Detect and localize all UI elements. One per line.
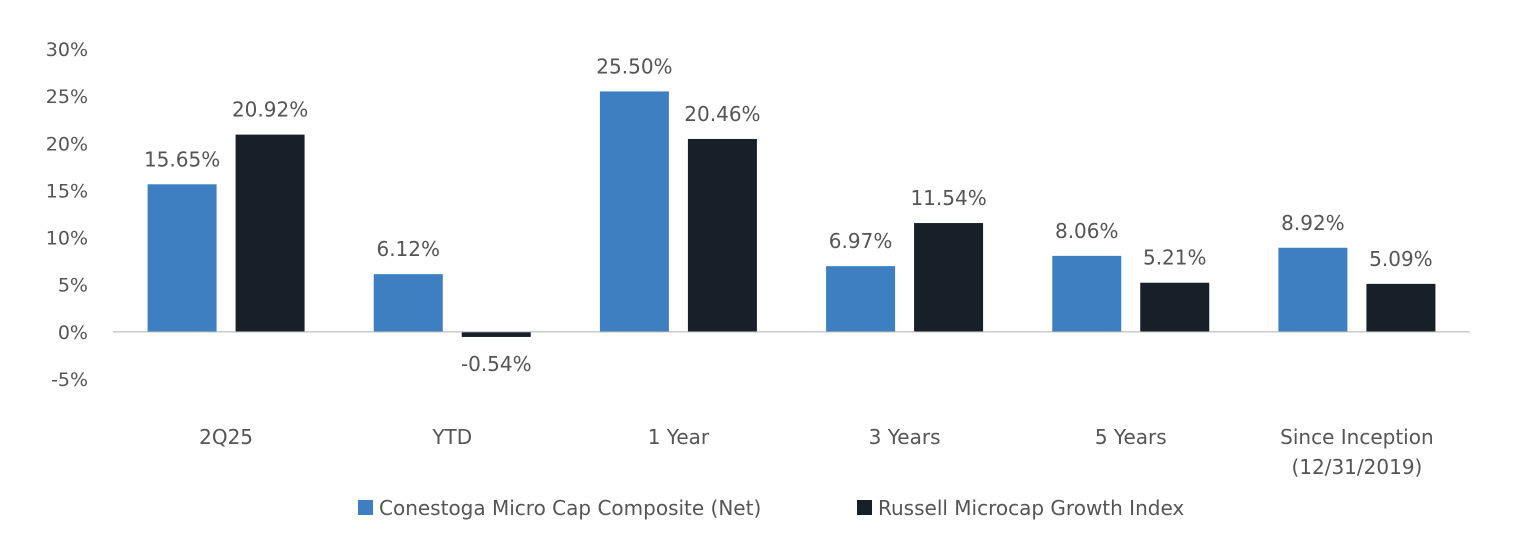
bar-series-2 xyxy=(461,331,531,337)
legend-label: Conestoga Micro Cap Composite (Net) xyxy=(379,496,761,520)
bar-series-1 xyxy=(1052,255,1122,332)
data-label: 6.12% xyxy=(376,237,440,261)
legend-label: Russell Microcap Growth Index xyxy=(878,496,1184,520)
data-label: 11.54% xyxy=(910,186,986,210)
y-axis: 30% 25% 20% 15% 10% 5% 0% -5% xyxy=(46,39,88,391)
bar-series-1 xyxy=(599,91,669,332)
x-tick-label: 2Q25 xyxy=(199,425,253,449)
x-tick-label: 5 Years xyxy=(1095,425,1167,449)
bar-series-1 xyxy=(826,266,896,332)
bar-series-1 xyxy=(1278,247,1348,332)
bar-series-2 xyxy=(235,134,305,332)
data-label: 6.97% xyxy=(829,229,893,253)
y-tick-label: 5% xyxy=(58,275,88,297)
data-label: 20.92% xyxy=(232,98,308,122)
x-tick-label: 3 Years xyxy=(869,425,941,449)
bar-series-1 xyxy=(147,184,217,332)
bar-series-2 xyxy=(1140,282,1210,332)
legend: Conestoga Micro Cap Composite (Net) Russe… xyxy=(358,496,1184,520)
y-tick-label: 0% xyxy=(58,322,88,344)
data-label: 20.46% xyxy=(684,102,760,126)
legend-swatch xyxy=(358,500,373,515)
bar-series-2 xyxy=(687,138,757,332)
data-label: 25.50% xyxy=(596,54,672,78)
legend-swatch xyxy=(857,500,872,515)
data-label: -0.54% xyxy=(461,352,532,376)
bar-series-2 xyxy=(1366,283,1436,332)
bars xyxy=(147,91,1436,337)
y-tick-label: 15% xyxy=(46,180,88,202)
y-tick-label: 30% xyxy=(46,39,88,61)
data-labels: 15.65% 6.12% 25.50% 6.97% 8.06% 8.92% 20.92% -0… xyxy=(144,54,1433,376)
x-tick-label: Since Inception xyxy=(1280,425,1433,449)
bar-series-1 xyxy=(373,274,443,332)
y-tick-label: 10% xyxy=(46,228,88,250)
bar-series-2 xyxy=(914,223,984,332)
x-tick-label: 1 Year xyxy=(648,425,710,449)
data-label: 8.92% xyxy=(1281,211,1345,235)
data-label: 15.65% xyxy=(144,147,220,171)
x-tick-label: YTD xyxy=(431,425,472,449)
y-tick-label: 25% xyxy=(46,86,88,108)
x-tick-label: (12/31/2019) xyxy=(1291,455,1422,479)
y-tick-label: -5% xyxy=(51,369,88,391)
y-tick-label: 20% xyxy=(46,133,88,155)
data-label: 5.21% xyxy=(1143,246,1207,270)
data-label: 5.09% xyxy=(1369,247,1433,271)
x-axis: 2Q25 YTD 1 Year 3 Years 5 Years Since Incepti… xyxy=(113,331,1470,479)
data-label: 8.06% xyxy=(1055,219,1119,243)
